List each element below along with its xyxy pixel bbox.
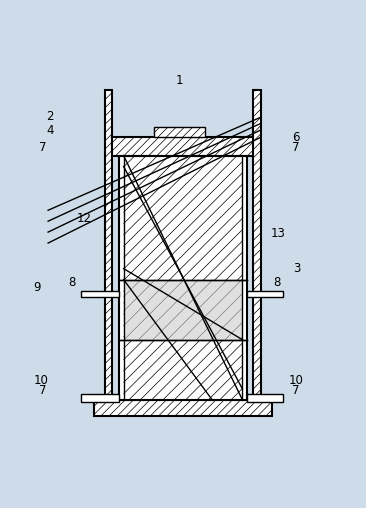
Text: 8: 8 bbox=[68, 276, 75, 289]
Bar bbox=[119, 155, 247, 400]
Text: 8: 8 bbox=[273, 276, 281, 289]
Text: 7: 7 bbox=[292, 384, 299, 397]
Bar bbox=[253, 90, 261, 400]
Bar bbox=[247, 291, 283, 297]
Text: 12: 12 bbox=[77, 212, 92, 225]
Text: 3: 3 bbox=[293, 262, 300, 275]
Text: 7: 7 bbox=[39, 141, 46, 153]
Bar bbox=[81, 394, 119, 402]
Text: 1: 1 bbox=[176, 74, 183, 87]
Text: 13: 13 bbox=[270, 228, 285, 240]
Text: 4: 4 bbox=[46, 123, 54, 137]
Bar bbox=[124, 279, 242, 340]
Text: 7: 7 bbox=[292, 141, 299, 153]
Bar bbox=[94, 400, 272, 416]
Text: 10: 10 bbox=[33, 374, 48, 387]
Text: 6: 6 bbox=[292, 131, 300, 144]
Text: 2: 2 bbox=[46, 110, 54, 122]
Text: 10: 10 bbox=[289, 374, 303, 387]
Bar bbox=[247, 394, 283, 402]
Text: 9: 9 bbox=[33, 281, 41, 294]
Bar bbox=[81, 291, 119, 297]
Bar bbox=[105, 90, 112, 400]
Bar bbox=[119, 155, 247, 400]
Bar bbox=[112, 137, 253, 155]
Bar bbox=[154, 127, 205, 137]
Text: 7: 7 bbox=[39, 384, 46, 397]
